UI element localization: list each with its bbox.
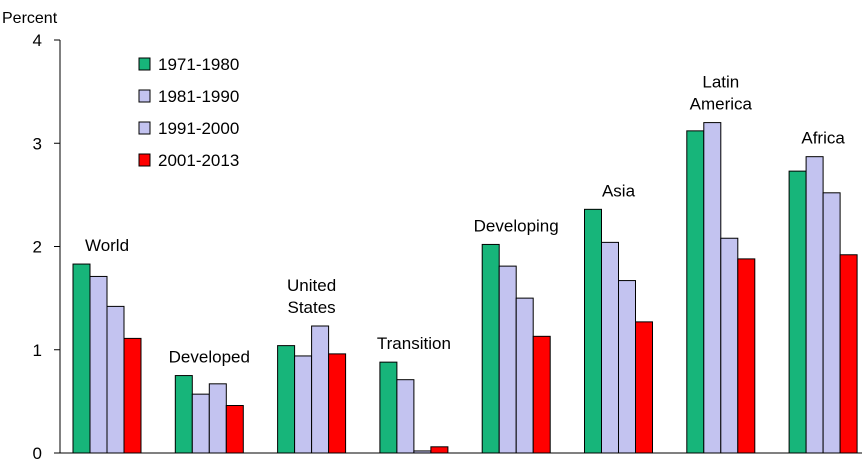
bars <box>72 122 858 454</box>
group-label-line: Asia <box>602 181 636 200</box>
group-label-line: Latin <box>702 73 739 92</box>
bar-2001-2013-group-7 <box>737 258 756 454</box>
bar-1971-1980-group-3 <box>277 345 296 454</box>
y-tick-label: 1 <box>33 341 42 360</box>
group-label: Asia <box>602 181 636 200</box>
bar-1991-2000-group-5 <box>515 297 534 454</box>
bar-1971-1980-group-7 <box>686 130 705 454</box>
bar-2001-2013-group-3 <box>328 353 347 454</box>
bar-1971-1980-group-1 <box>72 263 91 454</box>
y-tick-label: 0 <box>33 444 42 462</box>
bar-1981-1990-group-2 <box>191 393 210 454</box>
bar-2001-2013-group-1 <box>123 337 142 454</box>
legend: 1971-1980 1981-1990 1991-2000 2001-2013 <box>138 55 239 170</box>
group-label-line: World <box>85 236 129 255</box>
group-labels: World Developed United States Transition Deve… <box>85 73 845 367</box>
bar-2001-2013-group-2 <box>225 405 244 454</box>
legend-swatch <box>138 89 151 103</box>
bar-1971-1980-group-5 <box>481 243 500 454</box>
legend-swatch <box>138 57 151 71</box>
bar-1971-1980-group-6 <box>584 208 602 454</box>
bar-1981-1990-group-8 <box>805 156 824 454</box>
legend-swatch <box>138 153 151 167</box>
bar-2001-2013-group-8 <box>839 254 858 454</box>
bar-1991-2000-group-4 <box>413 450 432 454</box>
group-label: United States <box>287 276 336 317</box>
bar-1991-2000-group-1 <box>106 305 125 454</box>
group-label-line: Developing <box>474 216 559 235</box>
legend-label: 1981-1990 <box>158 87 239 106</box>
bar-1971-1980-group-4 <box>379 361 398 454</box>
group-label: Developed <box>169 348 250 367</box>
group-label-line: Africa <box>801 129 845 148</box>
bar-1981-1990-group-3 <box>294 355 313 454</box>
group-label-line: America <box>690 95 753 114</box>
bar-1981-1990-group-1 <box>89 275 108 454</box>
y-tick-label: 4 <box>33 31 42 50</box>
group-label: Transition <box>377 334 451 353</box>
y-axis-title: Percent <box>2 10 58 27</box>
bar-2001-2013-group-4 <box>430 446 449 454</box>
bar-1991-2000-group-8 <box>822 192 841 454</box>
bar-2001-2013-group-5 <box>532 335 551 454</box>
bar-1991-2000-group-6 <box>618 280 636 454</box>
bar-1991-2000-group-7 <box>720 237 739 454</box>
group-label-line: Transition <box>377 334 451 353</box>
bar-1981-1990-group-5 <box>498 265 517 454</box>
bar-1981-1990-group-7 <box>703 122 722 454</box>
y-tick-label: 3 <box>33 134 42 153</box>
legend-label: 2001-2013 <box>158 151 239 170</box>
group-label: Africa <box>801 129 845 148</box>
legend-label: 1971-1980 <box>158 55 239 74</box>
group-label: Developing <box>474 216 559 235</box>
group-label-line: Developed <box>169 348 250 367</box>
legend-swatch <box>138 121 151 135</box>
legend-label: 1991-2000 <box>158 119 239 138</box>
bar-1971-1980-group-8 <box>788 170 807 454</box>
group-label-line: States <box>287 298 335 317</box>
bar-1971-1980-group-2 <box>174 375 193 454</box>
bar-1991-2000-group-3 <box>311 325 330 454</box>
bar-1991-2000-group-2 <box>208 383 227 454</box>
y-tick-label: 2 <box>33 238 42 257</box>
bar-2001-2013-group-6 <box>635 321 653 454</box>
group-label-line: United <box>287 276 336 295</box>
bar-1981-1990-group-6 <box>601 241 619 454</box>
group-label: Latin America <box>690 73 753 114</box>
bar-1981-1990-group-4 <box>396 379 415 454</box>
group-label: World <box>85 236 129 255</box>
